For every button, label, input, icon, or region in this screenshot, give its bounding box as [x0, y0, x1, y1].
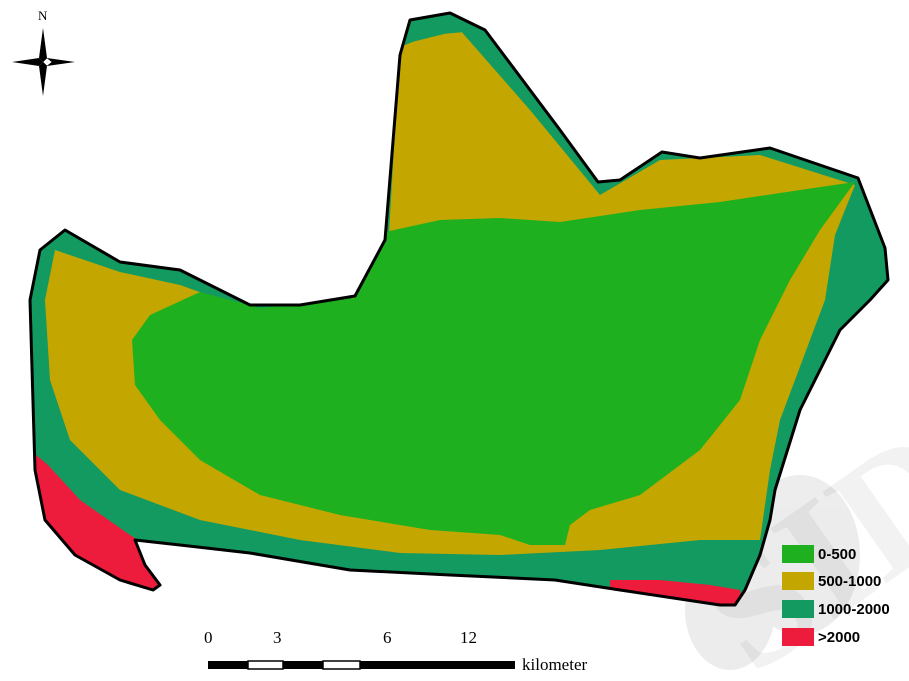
north-arrow-needle-e — [43, 58, 75, 66]
scale-segment-5 — [360, 661, 515, 669]
scale-segment-2 — [247, 660, 284, 670]
scale-segment-1 — [208, 661, 248, 669]
legend-swatch-over-2000 — [782, 628, 814, 646]
scale-unit: kilometer — [522, 655, 587, 674]
zone-0-500 — [132, 182, 855, 545]
north-arrow-needle-n — [39, 28, 47, 62]
legend-swatch-500-1000 — [782, 572, 814, 590]
scale-tick-6: 6 — [383, 628, 392, 647]
legend-label-1000-2000: 1000-2000 — [818, 601, 890, 618]
zone-1000-2000-top — [400, 13, 470, 45]
legend-item-500-1000: 500-1000 — [782, 572, 881, 590]
legend-item-0-500: 0-500 — [782, 545, 856, 563]
north-arrow-needle-w — [12, 58, 43, 66]
north-arrow-needle-s — [39, 62, 47, 96]
scale-segment-4 — [322, 660, 361, 670]
basin-boundary — [28, 11, 890, 607]
legend-label-over-2000: >2000 — [818, 629, 860, 646]
scale-tick-0: 0 — [204, 628, 213, 647]
legend-label-500-1000: 500-1000 — [818, 573, 881, 590]
legend-label-0-500: 0-500 — [818, 546, 856, 563]
legend-item-1000-2000: 1000-2000 — [782, 600, 890, 618]
legend: 0-500 500-1000 1000-2000 >2000 — [782, 545, 890, 646]
legend-swatch-1000-2000 — [782, 600, 814, 618]
scale-tick-3: 3 — [273, 628, 282, 647]
legend-swatch-0-500 — [782, 545, 814, 563]
scale-bar: 0 3 6 12 kilometer — [204, 628, 587, 674]
scale-tick-12: 12 — [460, 628, 477, 647]
north-arrow: N — [12, 8, 75, 96]
legend-item-over-2000: >2000 — [782, 628, 860, 646]
north-label: N — [38, 8, 48, 23]
scale-segment-3 — [283, 661, 323, 669]
